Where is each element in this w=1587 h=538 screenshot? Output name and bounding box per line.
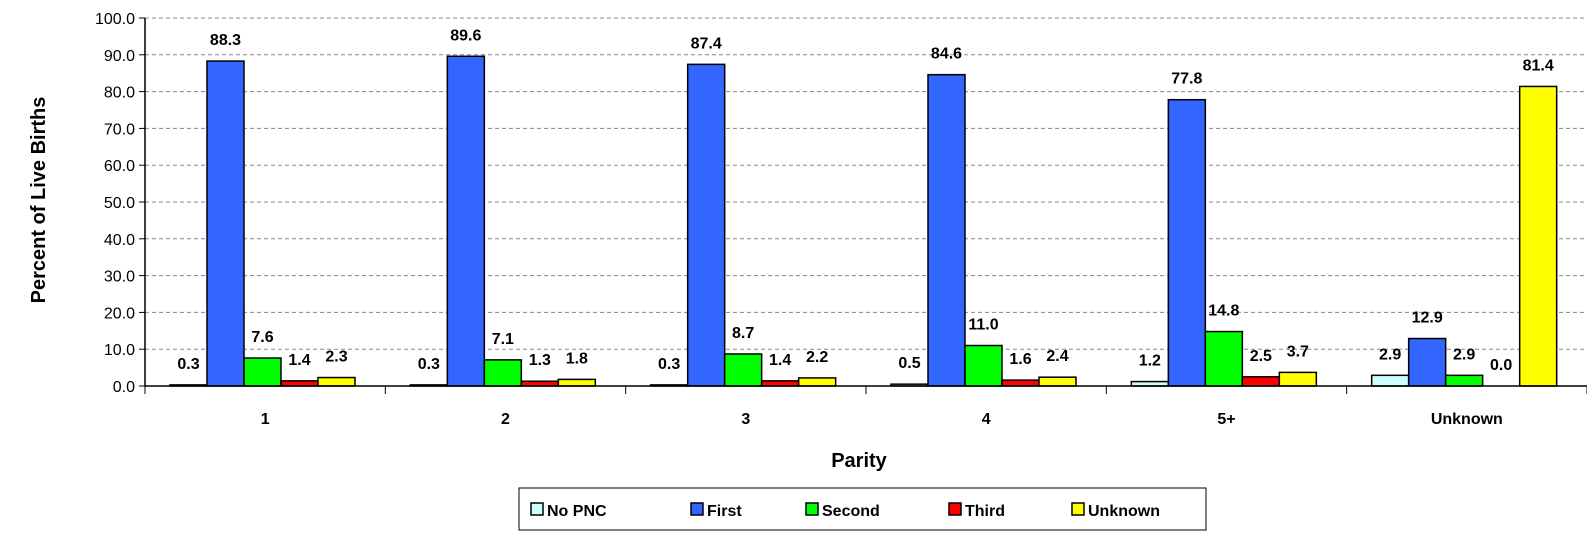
data-label: 0.3 bbox=[177, 356, 199, 373]
axes bbox=[139, 17, 1587, 394]
bar bbox=[964, 344, 1003, 387]
bar bbox=[1204, 330, 1244, 387]
bar bbox=[1407, 337, 1447, 387]
legend-swatch bbox=[948, 502, 962, 516]
bar bbox=[1001, 379, 1040, 387]
category-label: 1 bbox=[261, 411, 270, 428]
data-label: 2.5 bbox=[1250, 348, 1272, 365]
y-axis-title: Percent of Live Births bbox=[28, 97, 50, 304]
bar bbox=[243, 357, 282, 387]
legend-swatch bbox=[805, 502, 819, 516]
data-label: 0.3 bbox=[418, 356, 440, 373]
bars bbox=[169, 55, 1558, 387]
legend-swatch bbox=[530, 502, 544, 516]
bar bbox=[1167, 98, 1207, 387]
x-axis-categories: 1 2 3 4 5+ Unknown bbox=[261, 411, 1503, 428]
y-tick-label: 50.0 bbox=[104, 195, 135, 212]
y-tick-label: 40.0 bbox=[104, 232, 135, 249]
data-label: 1.4 bbox=[769, 352, 791, 369]
category-label: Unknown bbox=[1431, 411, 1503, 428]
data-labels: 0.3 88.3 7.6 1.4 2.3 0.3 89.6 7.1 1.3 1.8 0.3 87.4 8… bbox=[177, 27, 1553, 374]
bar bbox=[927, 73, 966, 387]
category-label: 2 bbox=[501, 411, 510, 428]
data-label: 1.6 bbox=[1009, 351, 1031, 368]
data-label: 2.9 bbox=[1379, 346, 1401, 363]
legend-swatch bbox=[690, 502, 704, 516]
data-label: 7.1 bbox=[492, 331, 514, 348]
data-label: 88.3 bbox=[210, 32, 241, 49]
bar bbox=[723, 353, 763, 387]
data-label: 87.4 bbox=[691, 35, 722, 52]
data-label: 2.3 bbox=[325, 349, 347, 366]
legend-label: No PNC bbox=[547, 503, 607, 520]
data-label: 2.2 bbox=[806, 349, 828, 366]
data-label: 0.0 bbox=[1490, 357, 1512, 374]
data-label: 7.6 bbox=[251, 329, 273, 346]
data-label: 81.4 bbox=[1523, 57, 1554, 74]
bar bbox=[1241, 376, 1281, 387]
bar bbox=[557, 378, 597, 387]
data-label: 1.3 bbox=[529, 352, 551, 369]
bar bbox=[1370, 374, 1410, 387]
data-label: 11.0 bbox=[968, 317, 998, 334]
bar bbox=[280, 380, 319, 387]
data-label: 84.6 bbox=[931, 46, 962, 63]
data-label: 1.2 bbox=[1139, 353, 1161, 370]
gridlines bbox=[145, 17, 1587, 350]
data-label: 77.8 bbox=[1171, 71, 1202, 88]
bar bbox=[1518, 85, 1558, 387]
bar bbox=[206, 60, 245, 387]
y-tick-label: 90.0 bbox=[104, 48, 135, 65]
data-label: 12.9 bbox=[1412, 310, 1443, 327]
data-label: 14.8 bbox=[1208, 303, 1239, 320]
data-label: 2.4 bbox=[1046, 348, 1068, 365]
legend-label: Unknown bbox=[1088, 503, 1160, 520]
y-tick-label: 100.0 bbox=[95, 11, 135, 28]
data-label: 2.9 bbox=[1453, 346, 1475, 363]
y-tick-label: 70.0 bbox=[104, 121, 135, 138]
bar bbox=[686, 63, 726, 387]
legend-swatch bbox=[1071, 502, 1085, 516]
data-label: 1.4 bbox=[288, 352, 310, 369]
y-axis-ticks: 0.0 10.0 20.0 30.0 40.0 50.0 60.0 70.0 80.0 90.0 1… bbox=[95, 11, 135, 396]
category-label: 3 bbox=[741, 411, 750, 428]
bar bbox=[317, 376, 356, 387]
bar bbox=[446, 55, 486, 387]
y-tick-label: 10.0 bbox=[104, 342, 135, 359]
y-tick-label: 60.0 bbox=[104, 158, 135, 175]
data-label: 8.7 bbox=[732, 325, 754, 342]
legend-label: Second bbox=[822, 503, 880, 520]
legend-label: Third bbox=[965, 503, 1005, 520]
data-label: 89.6 bbox=[450, 27, 481, 44]
bar bbox=[483, 359, 523, 387]
bar bbox=[1444, 374, 1484, 387]
y-tick-label: 80.0 bbox=[104, 85, 135, 102]
bar bbox=[1038, 376, 1077, 387]
bar bbox=[1278, 371, 1318, 387]
legend-frame bbox=[518, 487, 1207, 531]
category-label: 4 bbox=[982, 411, 991, 428]
data-label: 3.7 bbox=[1287, 343, 1309, 360]
legend: No PNC First Second Third Unknown bbox=[518, 487, 1207, 531]
data-label: 0.5 bbox=[898, 355, 920, 372]
y-tick-label: 0.0 bbox=[113, 379, 135, 396]
data-label: 0.3 bbox=[658, 356, 680, 373]
y-tick-label: 30.0 bbox=[104, 269, 135, 286]
bar bbox=[760, 380, 800, 387]
bar bbox=[797, 377, 837, 387]
data-label: 1.8 bbox=[566, 350, 588, 367]
x-axis-title: Parity bbox=[831, 450, 887, 472]
category-label: 5+ bbox=[1217, 411, 1235, 428]
y-tick-label: 20.0 bbox=[104, 305, 135, 322]
legend-label: First bbox=[707, 503, 742, 520]
